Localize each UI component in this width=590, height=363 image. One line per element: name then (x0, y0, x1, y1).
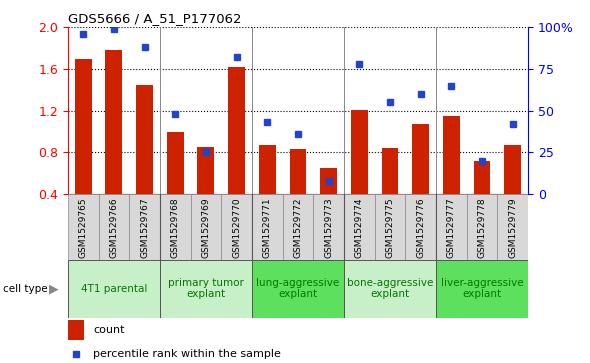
Bar (351, 110, 368, 194)
Text: cell type: cell type (3, 284, 48, 294)
Bar (129, 194, 160, 260)
Bar (160, 260, 252, 318)
Bar (191, 194, 221, 260)
Bar (405, 194, 436, 260)
Text: GSM1529773: GSM1529773 (324, 197, 333, 258)
Bar (467, 194, 497, 260)
Bar (382, 148, 398, 194)
Bar (106, 50, 122, 194)
Bar (283, 194, 313, 260)
Text: lung-aggressive
explant: lung-aggressive explant (256, 278, 340, 299)
Bar (160, 194, 191, 260)
Text: ▶: ▶ (49, 282, 58, 295)
Text: GSM1529778: GSM1529778 (477, 197, 487, 258)
Bar (474, 161, 490, 194)
Bar (252, 194, 283, 260)
Bar (68, 320, 84, 340)
Bar (443, 116, 460, 194)
Bar (221, 194, 252, 260)
Bar (252, 260, 344, 318)
Text: count: count (93, 325, 124, 335)
Text: GSM1529774: GSM1529774 (355, 197, 364, 258)
Text: GSM1529766: GSM1529766 (109, 197, 119, 258)
Bar (228, 67, 245, 194)
Bar (313, 194, 344, 260)
Text: primary tumor
explant: primary tumor explant (168, 278, 244, 299)
Text: GSM1529779: GSM1529779 (508, 197, 517, 258)
Bar (75, 58, 91, 194)
Text: liver-aggressive
explant: liver-aggressive explant (441, 278, 523, 299)
Text: GSM1529776: GSM1529776 (416, 197, 425, 258)
Bar (99, 194, 129, 260)
Bar (259, 145, 276, 194)
Bar (320, 168, 337, 194)
Bar (436, 194, 467, 260)
Bar (344, 260, 436, 318)
Text: GSM1529768: GSM1529768 (171, 197, 180, 258)
Bar (136, 85, 153, 194)
Text: GSM1529772: GSM1529772 (293, 197, 303, 258)
Text: percentile rank within the sample: percentile rank within the sample (93, 349, 281, 359)
Bar (68, 260, 160, 318)
Bar (198, 147, 214, 194)
Bar (290, 149, 306, 194)
Text: GSM1529765: GSM1529765 (78, 197, 88, 258)
Text: GSM1529770: GSM1529770 (232, 197, 241, 258)
Text: GSM1529775: GSM1529775 (385, 197, 395, 258)
Bar (504, 145, 521, 194)
Bar (375, 194, 405, 260)
Bar (344, 194, 375, 260)
Text: GDS5666 / A_51_P177062: GDS5666 / A_51_P177062 (68, 12, 241, 25)
Bar (68, 194, 99, 260)
Bar (497, 194, 528, 260)
Bar (436, 260, 528, 318)
Text: GSM1529777: GSM1529777 (447, 197, 456, 258)
Bar (167, 131, 183, 194)
Text: GSM1529769: GSM1529769 (201, 197, 211, 258)
Text: 4T1 parental: 4T1 parental (81, 284, 147, 294)
Bar (412, 124, 429, 194)
Text: bone-aggressive
explant: bone-aggressive explant (347, 278, 433, 299)
Text: GSM1529767: GSM1529767 (140, 197, 149, 258)
Text: GSM1529771: GSM1529771 (263, 197, 272, 258)
